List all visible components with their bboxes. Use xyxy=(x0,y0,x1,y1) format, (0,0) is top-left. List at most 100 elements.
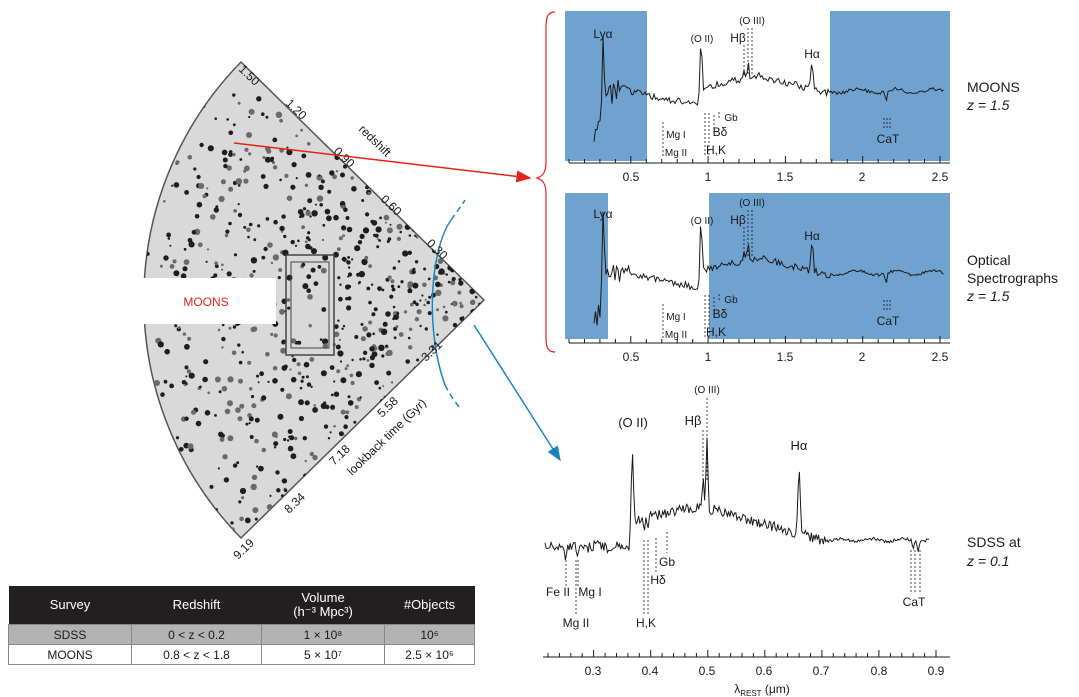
galaxy-dot xyxy=(433,508,436,511)
galaxy-dot xyxy=(424,327,428,331)
galaxy-dot xyxy=(416,309,422,315)
galaxy-dot xyxy=(187,443,194,450)
galaxy-dot xyxy=(465,246,471,252)
galaxy-dot xyxy=(386,349,393,356)
galaxy-dot xyxy=(332,472,336,476)
galaxy-dot xyxy=(380,62,384,65)
galaxy-dot xyxy=(330,404,336,410)
galaxy-dot xyxy=(233,209,238,213)
galaxy-dot xyxy=(472,278,477,283)
galaxy-dot xyxy=(338,98,346,106)
galaxy-dot xyxy=(270,261,274,265)
galaxy-dot xyxy=(305,210,311,216)
galaxy-dot xyxy=(344,367,348,371)
galaxy-dot xyxy=(235,407,241,413)
galaxy-dot xyxy=(441,201,445,205)
galaxy-dot xyxy=(214,261,218,266)
galaxy-dot xyxy=(146,495,152,501)
galaxy-dot xyxy=(343,508,349,514)
galaxy-dot xyxy=(465,236,471,242)
galaxy-dot xyxy=(425,529,433,536)
galaxy-dot xyxy=(436,432,439,435)
table-cell-redshift: 0 < z < 0.2 xyxy=(131,624,262,645)
galaxy-dot xyxy=(307,527,310,531)
galaxy-dot xyxy=(359,358,362,361)
galaxy-dot xyxy=(419,299,422,302)
galaxy-dot xyxy=(424,157,428,162)
galaxy-dot xyxy=(475,81,481,88)
galaxy-dot xyxy=(249,435,254,439)
galaxy-dot xyxy=(347,272,353,277)
galaxy-dot xyxy=(286,146,289,149)
galaxy-dot xyxy=(324,208,331,215)
galaxy-dot xyxy=(435,281,441,288)
galaxy-dot xyxy=(163,99,170,106)
galaxy-dot xyxy=(364,162,368,166)
galaxy-dot xyxy=(405,129,408,133)
galaxy-dot xyxy=(317,265,322,269)
panel-sdss-title: SDSS at xyxy=(967,534,1021,550)
galaxy-dot xyxy=(157,511,162,516)
galaxy-dot xyxy=(468,249,473,254)
galaxy-dot xyxy=(147,116,152,121)
galaxy-dot xyxy=(451,128,455,132)
galaxy-dot xyxy=(319,203,324,207)
galaxy-dot xyxy=(306,72,310,76)
galaxy-dot xyxy=(153,518,156,521)
galaxy-dot xyxy=(387,237,392,241)
galaxy-dot xyxy=(202,194,207,199)
galaxy-dot xyxy=(175,436,180,440)
galaxy-dot xyxy=(461,526,466,531)
galaxy-dot xyxy=(202,376,208,383)
galaxy-dot xyxy=(429,390,435,395)
galaxy-dot xyxy=(436,155,443,162)
galaxy-dot xyxy=(450,240,455,245)
galaxy-dot xyxy=(393,326,398,331)
galaxy-dot xyxy=(334,489,340,495)
galaxy-dot xyxy=(254,438,259,444)
galaxy-dot xyxy=(341,134,345,138)
galaxy-dot xyxy=(183,259,190,265)
galaxy-dot xyxy=(307,231,311,235)
galaxy-dot xyxy=(436,502,441,507)
galaxy-dot xyxy=(395,387,400,392)
galaxy-dot xyxy=(474,295,478,299)
galaxy-dot xyxy=(207,391,210,395)
galaxy-dot xyxy=(450,268,455,273)
table-cell-volume: 5 × 10⁷ xyxy=(261,644,385,665)
galaxy-dot xyxy=(434,445,437,449)
galaxy-dot xyxy=(175,79,180,84)
galaxy-dot xyxy=(285,526,291,532)
galaxy-dot xyxy=(265,352,270,357)
galaxy-dot xyxy=(244,517,251,524)
galaxy-dot xyxy=(352,426,359,432)
galaxy-dot xyxy=(433,423,439,429)
galaxy-dot xyxy=(228,130,234,136)
galaxy-dot xyxy=(423,303,426,307)
galaxy-dot xyxy=(307,198,313,204)
galaxy-dot xyxy=(429,225,435,231)
galaxy-dot xyxy=(271,431,278,438)
galaxy-dot xyxy=(184,190,190,195)
galaxy-dot xyxy=(151,477,156,482)
galaxy-dot xyxy=(246,227,251,233)
galaxy-dot xyxy=(356,164,360,168)
panel-optical-xtick-4: 2.5 xyxy=(932,350,949,364)
galaxy-dot xyxy=(377,168,380,171)
galaxy-dot xyxy=(286,195,293,201)
galaxy-dot xyxy=(145,529,151,535)
galaxy-dot xyxy=(249,273,254,278)
galaxy-dot xyxy=(329,170,335,176)
galaxy-dot xyxy=(381,288,385,292)
galaxy-dot xyxy=(414,317,420,322)
moons-label-box xyxy=(140,278,276,324)
galaxy-dot xyxy=(334,65,339,69)
galaxy-dot xyxy=(350,491,354,495)
galaxy-dot xyxy=(467,153,472,158)
galaxy-dot xyxy=(150,524,157,531)
galaxy-dot xyxy=(206,187,209,190)
galaxy-dot xyxy=(389,223,392,226)
galaxy-dot xyxy=(399,230,403,234)
galaxy-dot xyxy=(474,150,480,157)
galaxy-dot xyxy=(312,454,318,461)
